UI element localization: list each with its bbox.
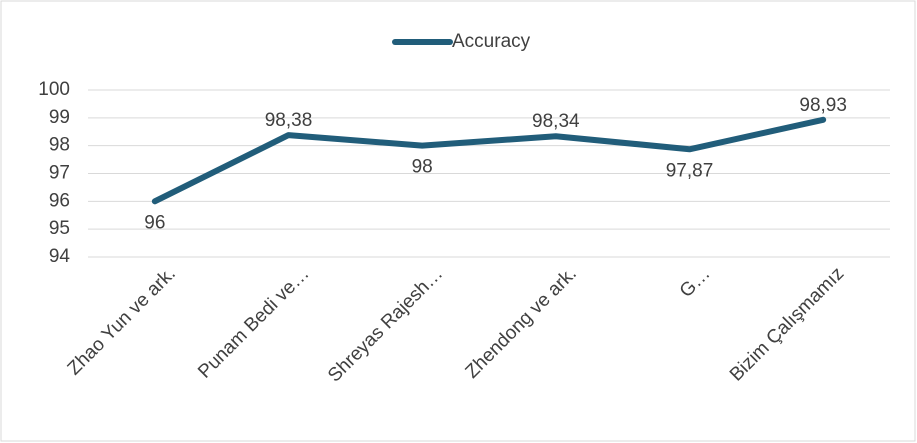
legend-label: Accuracy <box>452 31 531 52</box>
series-line <box>151 116 827 205</box>
data-label: 96 <box>144 212 165 233</box>
y-tick-label: 96 <box>49 190 70 211</box>
data-label: 98 <box>412 157 433 178</box>
y-tick-label: 95 <box>49 218 70 239</box>
y-tick-label: 100 <box>38 79 70 100</box>
y-tick-label: 97 <box>49 163 70 184</box>
data-label: 98,34 <box>532 111 580 132</box>
data-label: 98,38 <box>265 110 313 131</box>
y-tick-label: 99 <box>49 107 70 128</box>
y-tick-label: 94 <box>49 246 71 267</box>
data-label: 98,93 <box>799 95 847 116</box>
y-tick-label: 98 <box>49 135 70 156</box>
data-label: 97,87 <box>666 160 714 181</box>
